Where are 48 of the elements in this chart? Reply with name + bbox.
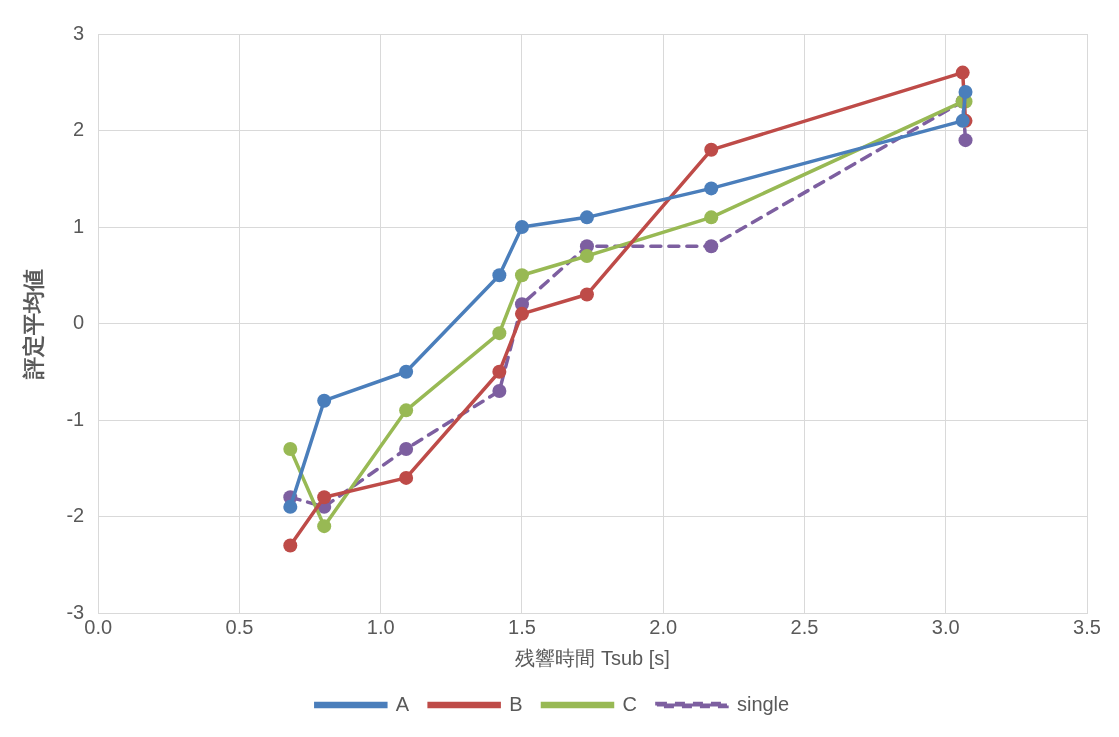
point: [704, 210, 719, 225]
y-tick-label: 3: [73, 21, 85, 44]
x-tick-label: 3.0: [931, 615, 960, 638]
y-tick-label: 0: [73, 311, 85, 334]
point: [283, 499, 298, 514]
point: [399, 441, 414, 456]
point: [514, 220, 529, 234]
point: [492, 364, 507, 379]
point: [955, 65, 970, 80]
x-tick-label: 1.0: [366, 615, 395, 638]
point: [492, 384, 507, 399]
point: [399, 470, 414, 485]
x-tick-label: 3.5: [1073, 615, 1101, 638]
y-tick-label: 2: [73, 118, 85, 141]
point: [704, 142, 719, 157]
point: [399, 403, 414, 418]
x-axis-title: 残響時間 Tsub [s]: [515, 646, 670, 669]
point: [283, 441, 298, 456]
legend-label: single: [736, 692, 790, 715]
x-tick-label: 1.5: [508, 615, 536, 638]
x-tick-label: 0.0: [84, 615, 113, 638]
point: [958, 133, 973, 148]
point: [958, 84, 973, 99]
point: [399, 364, 414, 379]
y-tick-label: -1: [66, 407, 85, 430]
point: [317, 490, 332, 505]
point: [492, 268, 507, 283]
y-tick-label: -2: [66, 504, 85, 527]
point: [514, 306, 529, 321]
point: [579, 248, 594, 263]
point: [579, 210, 594, 225]
legend-label: C: [622, 692, 637, 715]
y-axis-title: 評定平均値: [21, 268, 47, 380]
x-tick-label: 0.5: [225, 615, 254, 638]
point: [317, 393, 332, 408]
y-tick-label: 1: [73, 214, 85, 237]
point: [283, 538, 298, 553]
point: [704, 239, 719, 254]
legend-label: B: [509, 692, 523, 715]
point: [514, 268, 529, 283]
point: [704, 181, 719, 196]
point: [579, 287, 594, 302]
point: [492, 326, 507, 341]
x-tick-label: 2.0: [649, 615, 678, 638]
y-tick-label: -3: [66, 600, 85, 623]
point: [317, 519, 332, 534]
legend-label: A: [395, 692, 410, 715]
x-tick-label: 2.5: [790, 615, 819, 638]
